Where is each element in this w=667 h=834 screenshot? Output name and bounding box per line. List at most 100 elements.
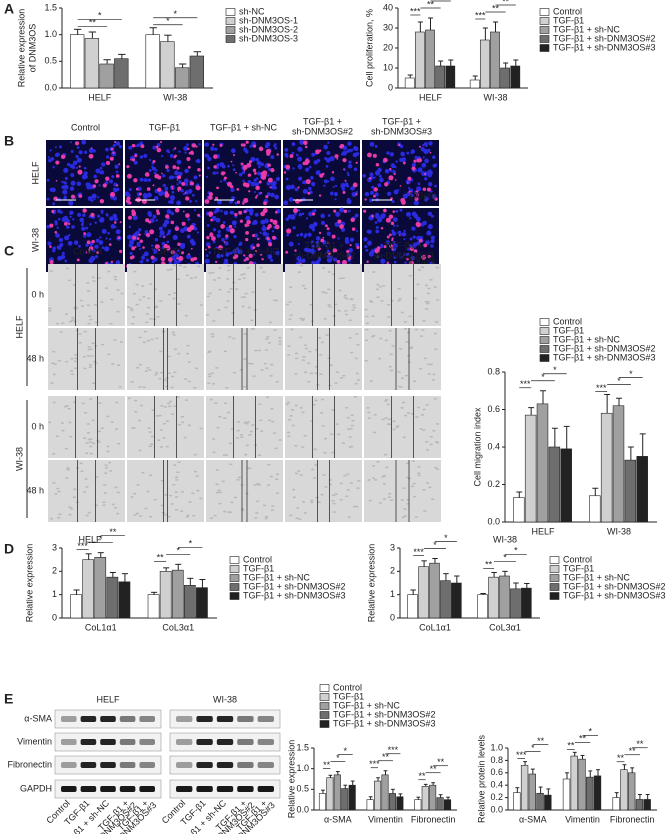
- texture: [289, 286, 293, 288]
- edu-cell: [246, 219, 251, 225]
- edu-cell: [270, 186, 272, 189]
- edu-cell: [149, 229, 155, 235]
- edu-cell: [407, 176, 412, 181]
- texture: [327, 304, 331, 306]
- significance-label: *: [98, 11, 102, 21]
- edu-cell: [239, 219, 244, 223]
- texture: [436, 299, 440, 301]
- texture: [57, 359, 61, 362]
- texture: [388, 329, 392, 332]
- label: sh-DNM3OS#3: [371, 126, 432, 136]
- edu-cell: [109, 191, 116, 197]
- nucleus: [184, 182, 189, 187]
- label: TGF-β1 + sh-NC: [212, 246, 279, 256]
- nucleus: [186, 234, 191, 239]
- texture: [242, 273, 246, 275]
- texture: [270, 363, 274, 366]
- texture: [404, 374, 408, 377]
- bar: [404, 77, 415, 89]
- texture: [207, 382, 211, 384]
- texture: [385, 466, 389, 469]
- edu-cell: [184, 191, 187, 194]
- nucleus: [221, 238, 225, 242]
- bar: [612, 797, 620, 811]
- texture: [230, 428, 234, 430]
- protein-label: Fibronectin: [7, 759, 52, 769]
- nucleus: [374, 221, 378, 224]
- nucleus: [403, 238, 406, 241]
- texture: [177, 461, 181, 463]
- texture: [234, 496, 238, 499]
- nucleus: [78, 244, 81, 248]
- y-axis-label: Relative protein levels: [476, 734, 486, 823]
- texture: [74, 367, 78, 370]
- edu-cell: [230, 160, 233, 163]
- edu-cell: [204, 199, 210, 204]
- edu-cell: [327, 251, 332, 256]
- nucleus: [253, 233, 259, 238]
- edu-cell: [416, 158, 421, 163]
- edu-cell: [245, 140, 249, 144]
- nucleus: [72, 160, 78, 166]
- edu-cell: [427, 254, 432, 259]
- texture: [415, 416, 419, 418]
- y-tick-label: 0.6: [487, 404, 500, 414]
- texture: [332, 273, 336, 276]
- texture: [278, 340, 282, 343]
- texture: [69, 370, 73, 372]
- edu-cell: [285, 250, 289, 254]
- texture: [191, 492, 195, 495]
- texture: [384, 339, 388, 342]
- band: [119, 786, 136, 792]
- texture: [93, 360, 97, 363]
- nucleus: [115, 141, 121, 146]
- texture: [159, 350, 163, 353]
- bar: [445, 65, 456, 89]
- texture: [251, 291, 255, 293]
- nucleus: [148, 168, 152, 172]
- significance-label: ***: [369, 759, 380, 769]
- significance-label: **: [537, 736, 545, 746]
- texture: [347, 516, 351, 518]
- edu-cell: [272, 219, 278, 225]
- nucleus: [348, 160, 352, 164]
- nucleus: [430, 214, 434, 218]
- y-axis-label: Cell migration index: [472, 407, 482, 487]
- nucleus: [64, 235, 70, 241]
- texture: [251, 424, 255, 426]
- nucleus: [215, 246, 218, 250]
- significance-label: *: [433, 540, 437, 550]
- edu-cell: [190, 151, 194, 155]
- texture: [168, 494, 172, 497]
- texture: [385, 398, 389, 401]
- nucleus: [128, 145, 133, 150]
- legend-label: sh-DNM3OS-1: [239, 15, 298, 25]
- edu-cell: [341, 259, 347, 265]
- nucleus: [219, 180, 223, 183]
- texture: [240, 274, 244, 276]
- nucleus: [374, 144, 378, 148]
- nucleus: [108, 179, 114, 184]
- texture: [159, 446, 163, 448]
- y-tick-label: 1.5: [44, 2, 57, 12]
- texture: [297, 470, 301, 472]
- texture: [383, 483, 387, 485]
- y-tick-label: 0: [388, 82, 393, 92]
- texture: [141, 285, 145, 287]
- bar: [536, 403, 549, 523]
- texture: [403, 328, 407, 330]
- texture: [237, 278, 241, 281]
- texture: [138, 449, 142, 452]
- nucleus: [426, 230, 432, 236]
- texture: [138, 336, 142, 339]
- texture: [94, 504, 98, 507]
- texture: [114, 486, 118, 489]
- nucleus: [232, 164, 235, 167]
- texture: [186, 344, 190, 347]
- wound-image: [48, 264, 125, 326]
- texture: [402, 487, 406, 489]
- panel-label: A: [4, 1, 14, 17]
- nucleus: [241, 170, 246, 175]
- edu-cell: [304, 158, 310, 165]
- edu-cell: [415, 190, 419, 193]
